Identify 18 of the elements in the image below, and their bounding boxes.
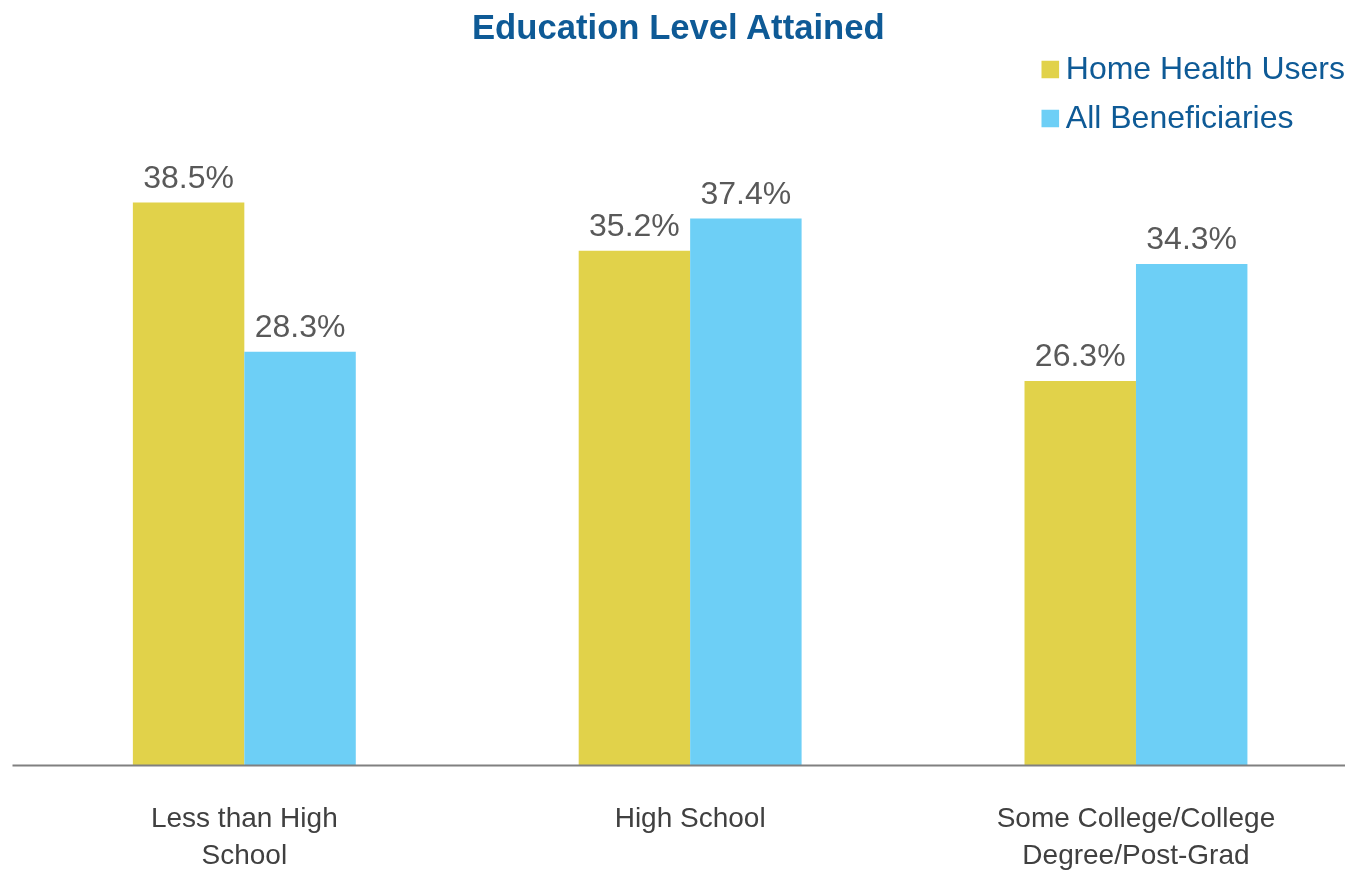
data-label: 37.4% (700, 174, 792, 211)
bar (1024, 380, 1136, 766)
chart-title: Education Level Attained (471, 7, 885, 46)
bar (690, 218, 802, 766)
bar (244, 351, 356, 766)
x-tick-label: Less than High School (150, 801, 338, 870)
data-label: 28.3% (254, 307, 346, 344)
x-tick-label: Some College/College Degree/Post-Grad (996, 801, 1276, 870)
bar (132, 202, 245, 766)
legend-label: All Beneficiaries (1065, 99, 1294, 136)
data-label: 34.3% (1146, 219, 1238, 256)
data-label: 26.3% (1034, 336, 1126, 373)
x-tick-label: High School (614, 801, 766, 833)
bar (578, 250, 691, 766)
data-label: 38.5% (143, 158, 234, 195)
legend-label: Home Health Users (1065, 50, 1345, 87)
data-label: 35.2% (589, 206, 680, 243)
bar (1135, 263, 1248, 766)
